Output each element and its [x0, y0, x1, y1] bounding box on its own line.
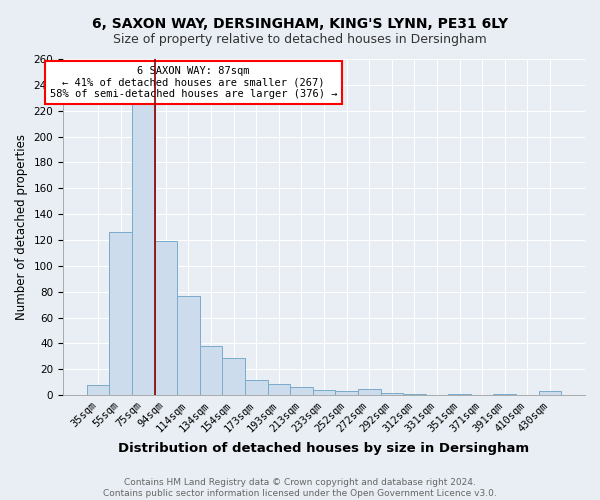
- Text: 6, SAXON WAY, DERSINGHAM, KING'S LYNN, PE31 6LY: 6, SAXON WAY, DERSINGHAM, KING'S LYNN, P…: [92, 18, 508, 32]
- Bar: [313, 390, 335, 395]
- Bar: [358, 389, 380, 395]
- Bar: [155, 242, 177, 395]
- Bar: [335, 392, 358, 395]
- Text: Contains HM Land Registry data © Crown copyright and database right 2024.
Contai: Contains HM Land Registry data © Crown c…: [103, 478, 497, 498]
- Text: Size of property relative to detached houses in Dersingham: Size of property relative to detached ho…: [113, 32, 487, 46]
- Bar: [290, 388, 313, 395]
- Bar: [223, 358, 245, 395]
- Bar: [132, 74, 155, 395]
- Bar: [403, 394, 425, 395]
- Bar: [380, 392, 403, 395]
- Bar: [177, 296, 200, 395]
- Bar: [493, 394, 516, 395]
- Bar: [109, 232, 132, 395]
- Bar: [268, 384, 290, 395]
- Bar: [200, 346, 223, 395]
- Bar: [87, 385, 109, 395]
- Bar: [245, 380, 268, 395]
- Bar: [539, 392, 561, 395]
- X-axis label: Distribution of detached houses by size in Dersingham: Distribution of detached houses by size …: [118, 442, 530, 455]
- Bar: [448, 394, 471, 395]
- Text: 6 SAXON WAY: 87sqm
← 41% of detached houses are smaller (267)
58% of semi-detach: 6 SAXON WAY: 87sqm ← 41% of detached hou…: [50, 66, 337, 99]
- Y-axis label: Number of detached properties: Number of detached properties: [15, 134, 28, 320]
